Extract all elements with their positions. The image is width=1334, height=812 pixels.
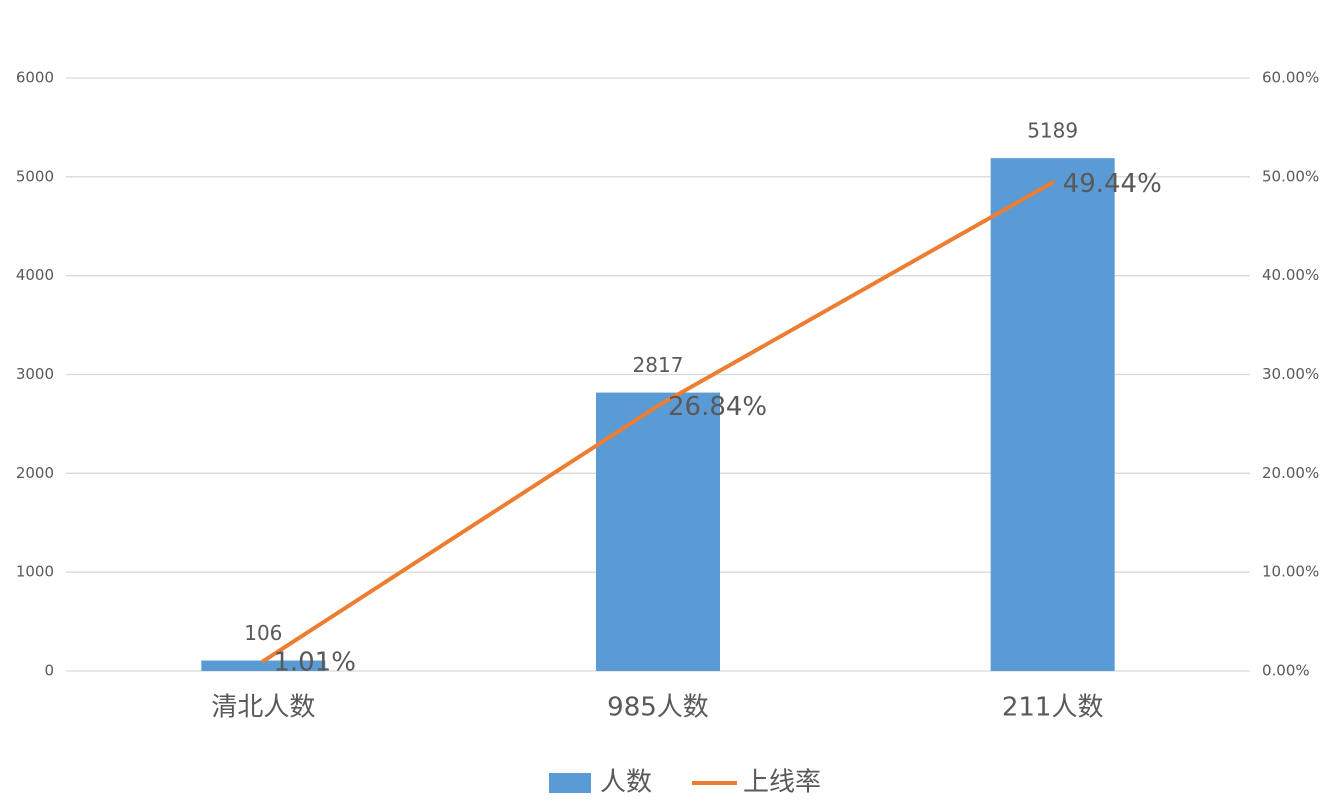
y-tick-label: 1000 (16, 563, 54, 581)
y2-tick-label: 0.00% (1262, 662, 1310, 680)
legend-label: 上线率 (743, 768, 821, 798)
y2-tick-label: 20.00% (1262, 464, 1319, 482)
bar-value-label: 2817 (633, 353, 684, 377)
bar-value-label: 5189 (1027, 119, 1078, 143)
y-tick-label: 2000 (16, 464, 54, 482)
legend-swatch (549, 773, 591, 793)
bar (596, 392, 720, 671)
line-value-label: 1.01% (273, 648, 356, 678)
line (261, 180, 1055, 664)
line-value-label: 26.84% (668, 392, 767, 422)
bar-value-label: 106 (244, 621, 282, 645)
y-tick-label: 3000 (16, 365, 54, 383)
bar (990, 158, 1115, 672)
legend-label: 人数 (600, 768, 652, 798)
y-tick-label: 0 (44, 662, 54, 680)
x-tick-label: 清北人数 (211, 693, 315, 723)
bar (201, 660, 326, 671)
y2-tick-label: 50.00% (1262, 167, 1319, 185)
y2-tick-label: 30.00% (1262, 365, 1319, 383)
y2-tick-label: 60.00% (1262, 69, 1319, 87)
x-tick-label: 985人数 (607, 693, 709, 723)
y2-tick-label: 40.00% (1262, 266, 1319, 284)
y-tick-label: 5000 (16, 167, 54, 185)
y2-tick-label: 10.00% (1262, 563, 1319, 581)
line-value-label: 49.44% (1063, 169, 1162, 199)
y-tick-label: 6000 (16, 69, 54, 87)
y-tick-label: 4000 (16, 266, 54, 284)
x-tick-label: 211人数 (1002, 693, 1104, 723)
